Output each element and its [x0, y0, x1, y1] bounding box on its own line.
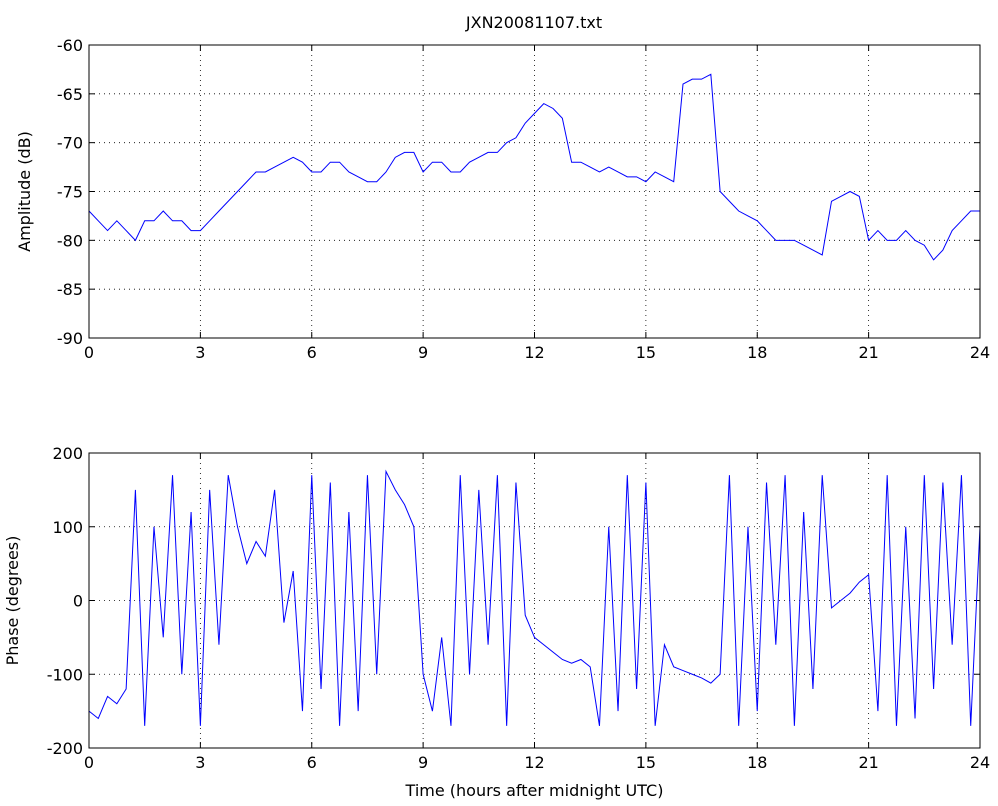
y-axis-label: Amplitude (dB): [15, 131, 34, 252]
x-tick-label: 24: [970, 753, 990, 772]
y-tick-label: -80: [57, 231, 83, 250]
y-tick-label: 100: [52, 518, 83, 537]
data-line: [88, 73, 980, 261]
y-axis-label: Phase (degrees): [3, 536, 22, 666]
x-tick-label: 21: [858, 753, 878, 772]
x-tick-label: 9: [418, 343, 428, 362]
x-tick-label: 0: [84, 753, 94, 772]
x-tick-label: 15: [636, 343, 656, 362]
x-axis-label: Time (hours after midnight UTC): [405, 781, 664, 800]
x-tick-label: 18: [747, 753, 767, 772]
x-tick-label: 12: [524, 753, 544, 772]
y-tick-label: -200: [47, 739, 83, 758]
y-tick-label: 0: [73, 592, 83, 611]
x-tick-label: 18: [747, 343, 767, 362]
x-tick-label: 9: [418, 753, 428, 772]
x-tick-label: 15: [636, 753, 656, 772]
axes-box: [88, 44, 981, 339]
x-tick-label: 6: [307, 343, 317, 362]
x-tick-label: 3: [195, 753, 205, 772]
axes-box: [88, 452, 981, 749]
y-tick-label: 200: [52, 444, 83, 463]
chart-title: JXN20081107.txt: [465, 13, 602, 32]
data-line: [88, 469, 981, 726]
x-tick-label: 21: [858, 343, 878, 362]
y-tick-label: -60: [57, 36, 83, 55]
x-tick-label: 6: [307, 753, 317, 772]
y-tick-label: -100: [47, 665, 83, 684]
x-tick-label: 12: [524, 343, 544, 362]
x-tick-label: 3: [195, 343, 205, 362]
y-tick-label: -75: [57, 183, 83, 202]
y-tick-label: -65: [57, 85, 83, 104]
y-tick-label: -70: [57, 134, 83, 153]
x-tick-label: 24: [970, 343, 990, 362]
x-tick-label: 0: [84, 343, 94, 362]
y-tick-label: -85: [57, 280, 83, 299]
y-tick-label: -90: [57, 329, 83, 348]
